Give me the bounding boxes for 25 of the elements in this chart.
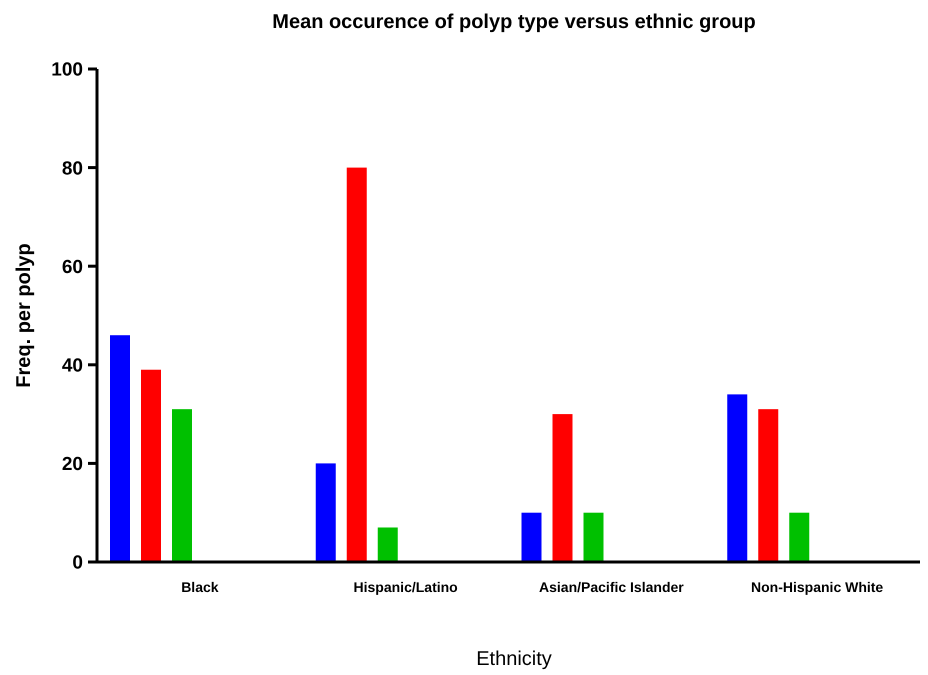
bar xyxy=(552,414,572,562)
chart-title: Mean occurence of polyp type versus ethnic group xyxy=(272,11,756,33)
x-tick-label: Asian/Pacific Islander xyxy=(539,579,684,595)
bar xyxy=(316,463,336,562)
bar xyxy=(346,168,367,562)
bar xyxy=(141,370,161,562)
x-tick-label: Hispanic/Latino xyxy=(354,579,458,595)
y-tick-label: 0 xyxy=(72,552,83,574)
y-tick-label: 60 xyxy=(62,256,83,278)
y-tick-label: 40 xyxy=(62,355,83,376)
x-tick-label: Black xyxy=(181,579,219,595)
y-tick-label: 100 xyxy=(51,60,83,81)
y-tick-label: 20 xyxy=(62,454,83,476)
bar xyxy=(758,409,778,562)
bar xyxy=(172,409,192,562)
x-tick-label: Non-Hispanic White xyxy=(751,579,884,595)
y-tick-label: 80 xyxy=(62,158,83,180)
bar xyxy=(378,527,398,562)
bar xyxy=(522,512,542,562)
bar xyxy=(789,512,810,562)
y-axis-title: Freq. per polyp xyxy=(13,243,35,388)
bar xyxy=(584,512,604,562)
bar xyxy=(727,394,748,562)
bar xyxy=(110,335,130,562)
x-axis-title: Ethnicity xyxy=(476,648,552,670)
